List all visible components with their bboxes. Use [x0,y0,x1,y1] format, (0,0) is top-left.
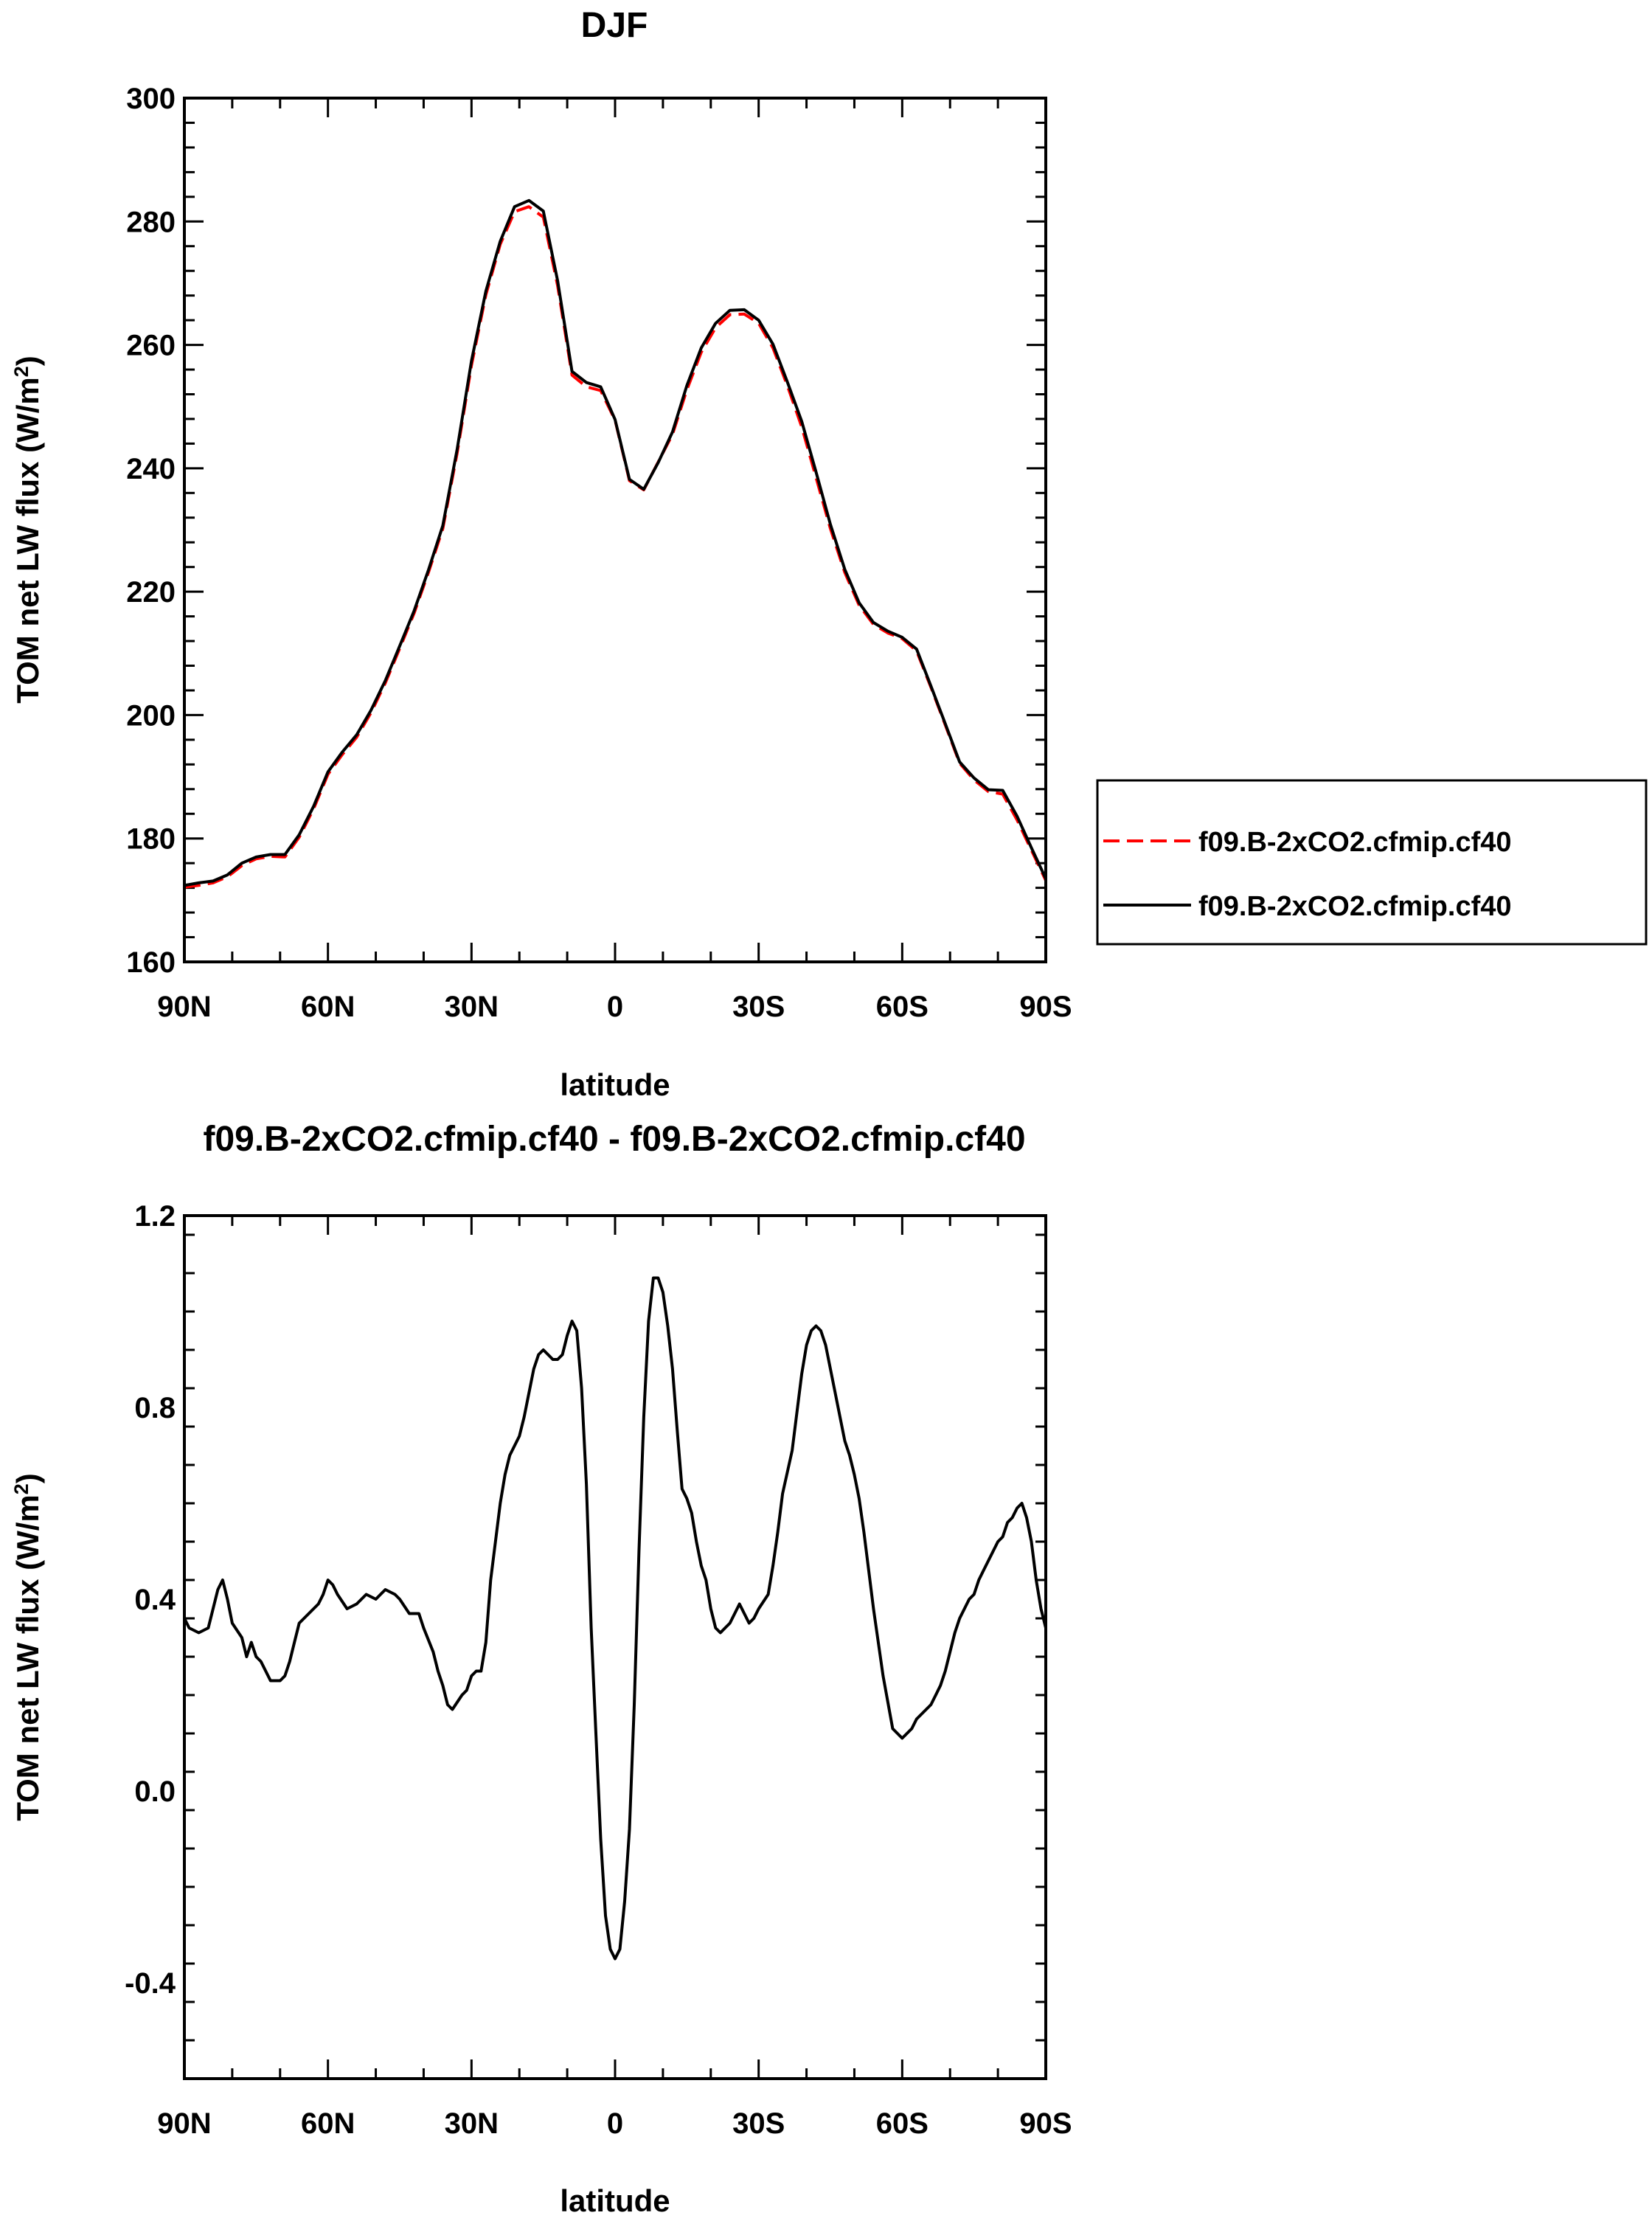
y-axis-label-main: TOM net LW flux (W/m [10,1494,45,1821]
legend-label-2: f09.B-2xCO2.cfmip.cf40 [1198,891,1512,922]
y-tick-label: 0.8 [134,1392,176,1424]
y-tick-label: 240 [126,453,176,485]
plot-frame [183,97,1047,963]
y-axis-label-superscript: 2 [10,366,32,377]
y-axis-label-main: TOM net LW flux (W/m [10,377,45,704]
y-axis-label: TOM net LW flux (W/m2) [10,356,45,704]
plot-frame [183,1214,1047,2080]
x-tick-label: 90S [1019,2107,1072,2140]
y-axis-label-end: ) [10,356,45,366]
x-tick-label: 90N [157,991,211,1023]
x-tick-label: 0 [607,991,623,1023]
series-line-1 [183,1276,1047,1961]
x-tick-label: 30N [445,2107,499,2140]
x-tick-labels: 90N 60N 30N 0 30S 60S 90S [157,2107,1072,2140]
chart-djf: DJF 90N 60N 30N 0 30S 60S 90S 160 180 200 220 240 2… [10,6,1648,1102]
chart-difference: f09.B-2xCO2.cfmip.cf40 - f09.B-2xCO2.cfm… [10,1120,1072,2218]
y-tick-label: 300 [126,83,176,115]
series-lines [183,1276,1047,1961]
y-tick-label: 180 [126,823,176,856]
y-tick-label: 0.0 [134,1775,176,1808]
y-tick-label: 160 [126,946,176,979]
x-tick-label: 90N [157,2107,211,2140]
x-tick-label: 60S [876,2107,929,2140]
x-tick-label: 60S [876,991,929,1023]
y-axis-label-superscript: 2 [10,1483,32,1494]
series-lines [184,198,1047,889]
x-tick-label: 30N [445,991,499,1023]
x-tick-label: 90S [1019,991,1072,1023]
y-tick-label: 1.2 [134,1200,176,1233]
y-tick-label: 220 [126,576,176,609]
chart-title: f09.B-2xCO2.cfmip.cf40 - f09.B-2xCO2.cfm… [203,1120,1025,1159]
legend: f09.B-2xCO2.cfmip.cf40 f09.B-2xCO2.cfmip… [1096,779,1648,946]
x-tick-label: 30S [732,2107,785,2140]
legend-box [1096,779,1648,946]
y-tick-labels: -0.4 0.0 0.4 0.8 1.2 [125,1200,176,2000]
y-tick-label: 200 [126,699,176,732]
y-tick-label: 260 [126,330,176,362]
y-tick-label: 280 [126,206,176,238]
tick-marks [183,97,1047,963]
x-tick-label: 30S [732,991,785,1023]
series-line-2 [184,198,1047,887]
x-axis-label: latitude [560,1067,670,1102]
legend-label-1: f09.B-2xCO2.cfmip.cf40 [1198,827,1512,858]
chart-title: DJF [581,6,648,45]
y-tick-label: -0.4 [125,1967,176,2000]
x-tick-labels: 90N 60N 30N 0 30S 60S 90S [157,991,1072,1023]
x-tick-label: 60N [301,991,355,1023]
y-tick-labels: 160 180 200 220 240 260 280 300 [126,83,176,979]
y-tick-label: 0.4 [134,1584,176,1616]
x-tick-label: 0 [607,2107,623,2140]
x-axis-label: latitude [560,2183,670,2218]
x-tick-label: 60N [301,2107,355,2140]
y-axis-label-end: ) [10,1473,45,1483]
y-axis-label: TOM net LW flux (W/m2) [10,1473,45,1821]
